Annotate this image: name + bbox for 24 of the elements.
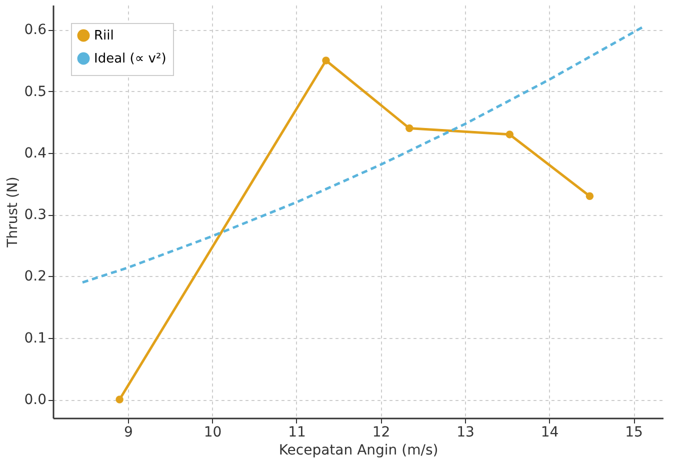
x-tick-label: 14 [540,424,559,440]
point [116,396,124,404]
x-tick-label: 13 [456,424,474,440]
y-tick-label: 0.6 [24,22,47,38]
y-tick-label: 0.3 [24,207,46,224]
y-tick-label: 0.4 [24,145,47,162]
x-tick-label: 12 [372,424,390,440]
x-tick-label: 11 [288,424,306,440]
y-tick-label: 0.0 [24,392,46,408]
x-axis-title: Kecepatan Angin (m/s) [278,442,438,458]
point [506,130,514,138]
y-tick-label: 0.2 [24,268,46,285]
x-tick-label: 10 [204,424,222,440]
line-series [81,25,645,284]
y-tick-label: 0.5 [24,84,46,100]
point [586,192,594,200]
x-tick-label: 15 [625,424,643,440]
y-axis-title: Thrust (N) [5,176,22,248]
legend-label: Ideal (∝ v²) [94,52,166,66]
point [322,56,330,64]
point [406,124,414,132]
y-tick-label: 0.1 [24,330,46,346]
x-tick-label: 9 [124,424,133,440]
legend-label: Riil [94,28,114,44]
